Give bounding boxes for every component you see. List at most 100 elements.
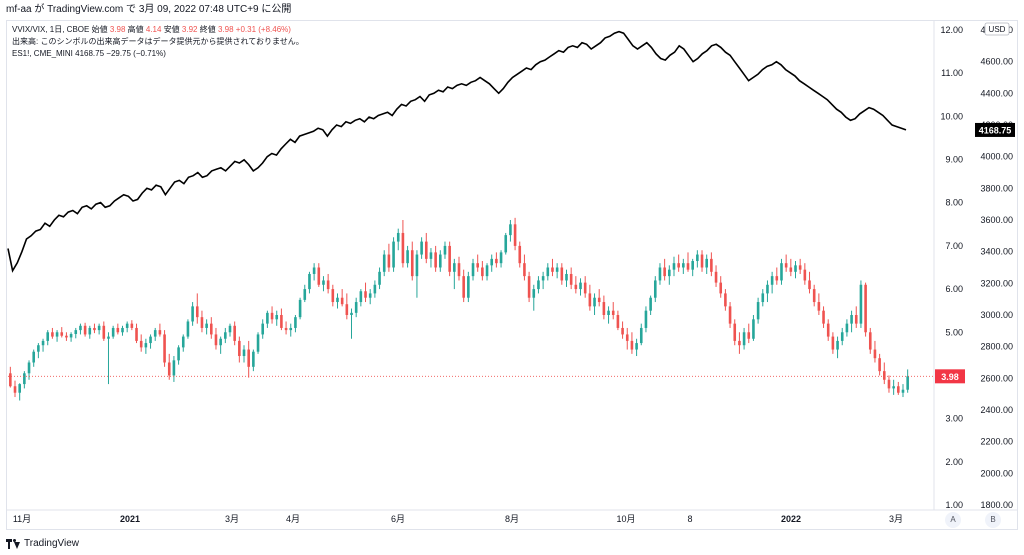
- brand-name: TradingView: [24, 538, 80, 549]
- candle-body: [471, 263, 475, 277]
- candle-body: [205, 323, 208, 328]
- es-axis-tick-9: 3000.00: [980, 310, 1013, 320]
- candle-body: [396, 232, 400, 242]
- candle-body: [135, 327, 138, 341]
- candle-body: [574, 284, 578, 290]
- candle-body: [317, 267, 321, 285]
- es-axis-tick-13: 2200.00: [980, 437, 1013, 447]
- candle-body: [65, 335, 68, 338]
- candle-body: [46, 332, 50, 341]
- candle-body: [546, 267, 550, 277]
- candle-body: [541, 276, 545, 281]
- candle-body: [495, 258, 498, 264]
- candle-body: [457, 263, 461, 277]
- candle-body: [569, 273, 573, 285]
- candle-body: [728, 306, 732, 324]
- candle-body: [149, 336, 152, 344]
- candle-body: [130, 323, 134, 328]
- es-axis-tick-1: 4600.00: [980, 57, 1013, 67]
- publish-header: mf-aa が TradingView.com で 3月 09, 2022 07…: [0, 0, 1024, 20]
- candle-body: [467, 276, 470, 298]
- candle-body: [733, 323, 737, 341]
- candle-body: [635, 343, 638, 350]
- chart-frame[interactable]: [6, 20, 1018, 530]
- candle-body: [382, 254, 386, 272]
- candle-body: [761, 293, 765, 303]
- legend-high: 4.14: [145, 25, 162, 34]
- x-axis-label-4: 6月: [391, 514, 405, 524]
- candle-body: [354, 302, 358, 313]
- candle-body: [23, 373, 26, 385]
- x-axis-label-7: 8: [687, 514, 692, 524]
- candle-body: [653, 280, 657, 298]
- candle-body: [195, 306, 199, 318]
- x-axis-label-8: 2022: [781, 514, 801, 524]
- candle-body: [597, 297, 601, 303]
- candle-body: [125, 323, 129, 328]
- vvix-axis-tick-7: 5.00: [945, 327, 963, 337]
- candle-body: [256, 334, 260, 352]
- legend-close-label: 終値: [199, 25, 216, 34]
- candle-body: [326, 280, 330, 290]
- candle-body: [359, 291, 363, 303]
- candle-body: [387, 254, 391, 268]
- candle-body: [882, 371, 886, 380]
- candle-body: [308, 273, 311, 290]
- candle-body: [747, 332, 751, 339]
- candle-body: [499, 252, 503, 264]
- candle-body: [434, 252, 437, 268]
- candle-body: [443, 245, 447, 255]
- legend-low-label: 安値: [163, 25, 180, 34]
- candle-body: [518, 245, 522, 264]
- candle-body: [32, 351, 36, 363]
- candle-body: [51, 332, 54, 337]
- footer-brand: TradingView: [6, 536, 79, 552]
- x-axis-label-2: 3月: [225, 514, 239, 524]
- es-axis-tick-4: 4000.00: [980, 152, 1013, 162]
- candle-body: [854, 315, 858, 324]
- candle-body: [364, 291, 367, 298]
- x-axis-label-9: 3月: [889, 514, 903, 524]
- candle-body: [153, 330, 157, 337]
- legend-symbol: VVIX/VIX, 1日, CBOE 始値: [12, 25, 108, 34]
- legend-volume-note: 出来高: このシンボルの出来高データはデータ提供元から提供されておりません。: [12, 37, 304, 46]
- candle-body: [560, 267, 564, 281]
- candle-body: [233, 325, 236, 341]
- candle-body: [312, 267, 316, 274]
- candle-body: [224, 332, 227, 339]
- candle-body: [812, 289, 816, 303]
- es-axis-tick-11: 2600.00: [980, 373, 1013, 383]
- legend-low: 3.92: [181, 25, 198, 34]
- es-last-price-text: 4168.75: [979, 125, 1012, 135]
- x-axis-label-3: 4月: [286, 514, 300, 524]
- candle-body: [83, 325, 87, 335]
- candle-body: [682, 263, 685, 268]
- candle-body: [906, 376, 909, 390]
- candle-body: [79, 325, 82, 331]
- candle-body: [724, 293, 727, 307]
- candle-body: [868, 332, 872, 350]
- candle-body: [892, 386, 895, 389]
- candle-body: [139, 340, 143, 348]
- candle-body: [453, 263, 456, 272]
- candle-body: [770, 276, 774, 285]
- candle-body: [214, 334, 218, 346]
- candle-body: [88, 327, 92, 335]
- vvix-axis-tick-6: 6.00: [945, 284, 963, 294]
- auto-scale-button[interactable]: A: [945, 512, 961, 528]
- candle-body: [336, 297, 339, 303]
- b-scale-button[interactable]: B: [985, 512, 1001, 528]
- candle-body: [172, 360, 176, 376]
- candle-body: [523, 263, 526, 277]
- legend-line-1: VVIX/VIX, 1日, CBOE 始値 3.98 高値 4.14 安値 3.…: [12, 24, 304, 36]
- candle-body: [298, 299, 302, 318]
- es-axis-tick-7: 3400.00: [980, 247, 1013, 257]
- es-axis-tick-15: 1800.00: [980, 500, 1013, 510]
- candle-body: [242, 349, 246, 357]
- candle-body: [513, 224, 517, 246]
- es-axis-tick-2: 4400.00: [980, 88, 1013, 98]
- vvix-axis-tick-5: 7.00: [945, 241, 963, 251]
- candle-body: [555, 267, 559, 272]
- candle-body: [719, 282, 723, 294]
